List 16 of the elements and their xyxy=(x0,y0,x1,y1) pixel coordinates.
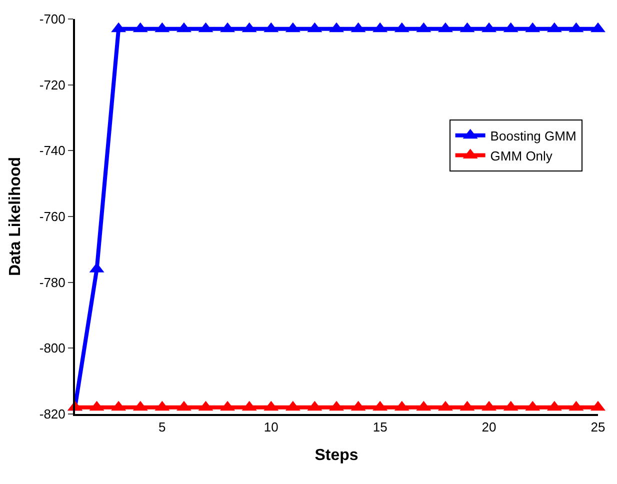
y-tick-label: -820 xyxy=(39,406,66,422)
y-tick-label: -720 xyxy=(39,77,66,92)
x-tick-label: 25 xyxy=(590,420,606,435)
y-tick-label: -780 xyxy=(39,274,66,290)
y-tick-label: -700 xyxy=(39,12,66,27)
legend-label: GMM Only xyxy=(490,148,553,164)
x-tick-label: 15 xyxy=(372,420,388,435)
y-tick-label: -800 xyxy=(39,340,66,356)
legend-label: Boosting GMM xyxy=(490,128,576,144)
x-tick-label: 5 xyxy=(158,420,166,435)
x-axis-title: Steps xyxy=(314,446,358,464)
y-tick-label: -740 xyxy=(39,143,66,158)
y-tick-label: -760 xyxy=(39,209,66,224)
y-axis-title: Data Likelihood xyxy=(6,156,24,276)
x-tick-label: 10 xyxy=(264,420,278,435)
x-tick-label: 20 xyxy=(482,420,496,435)
